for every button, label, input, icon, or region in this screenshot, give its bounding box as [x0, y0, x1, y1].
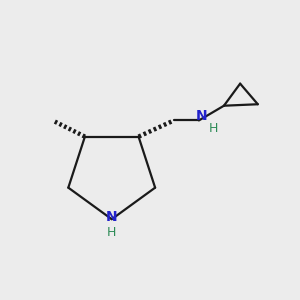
Text: N: N [106, 210, 118, 224]
Text: H: H [107, 226, 116, 239]
Text: N: N [196, 109, 208, 123]
Text: H: H [209, 122, 218, 135]
